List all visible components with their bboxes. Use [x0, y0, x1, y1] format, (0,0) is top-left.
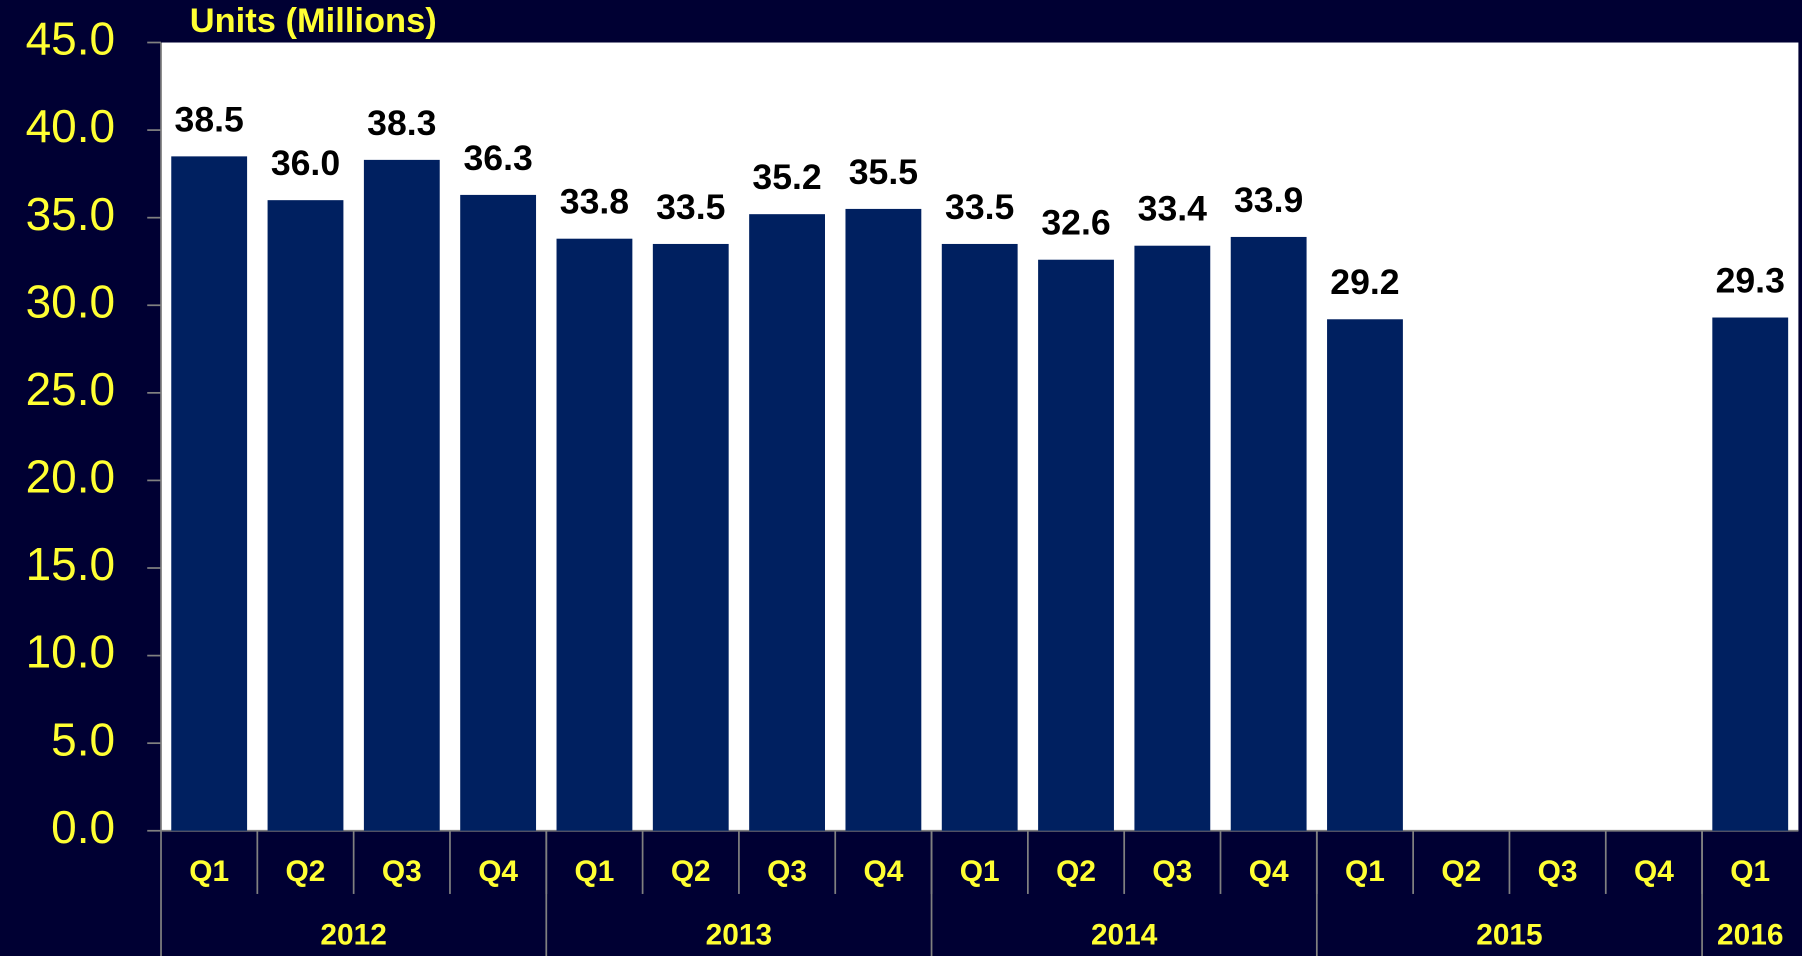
- x-tick-label: Q2: [1056, 855, 1096, 888]
- data-label: 36.0: [271, 143, 340, 183]
- data-label: 35.5: [849, 152, 918, 192]
- x-tick-label: Q2: [1441, 855, 1481, 888]
- y-tick-label: 40.0: [26, 100, 115, 152]
- x-tick-label: Q2: [671, 855, 711, 888]
- bar: [556, 238, 633, 831]
- x-tick-label: Q1: [1345, 855, 1385, 888]
- data-label: 35.2: [752, 157, 821, 197]
- x-tick-label: Q3: [767, 855, 807, 888]
- y-tick-label: 35.0: [26, 188, 115, 240]
- x-tick-label: Q4: [863, 855, 903, 888]
- x-tick-label: Q2: [286, 855, 326, 888]
- data-label: 33.5: [656, 187, 725, 227]
- bar: [1230, 236, 1307, 831]
- x-tick-label: Q1: [1730, 855, 1770, 888]
- bar: [267, 200, 344, 831]
- y-tick-label: 5.0: [51, 713, 115, 765]
- x-tick-label: Q1: [189, 855, 229, 888]
- x-tick-label: Q1: [575, 855, 615, 888]
- y-tick-label: 30.0: [26, 275, 115, 327]
- y-tick-label: 45.0: [26, 13, 115, 65]
- data-label: 33.4: [1138, 189, 1208, 229]
- bar: [1038, 259, 1114, 831]
- x-group-label: 2016: [1717, 918, 1783, 951]
- data-label: 38.3: [367, 103, 436, 143]
- x-group-label: 2013: [706, 918, 772, 951]
- x-tick-label: Q3: [1152, 855, 1192, 888]
- y-tick-label: 0.0: [51, 801, 115, 853]
- x-tick-label: Q3: [382, 855, 422, 888]
- bar: [171, 156, 248, 831]
- bar: [1327, 319, 1403, 831]
- bar: [749, 214, 825, 831]
- data-label: 36.3: [463, 138, 532, 178]
- x-group-label: 2015: [1476, 918, 1542, 951]
- data-label: 29.3: [1716, 260, 1785, 300]
- y-tick-label: 15.0: [26, 538, 115, 590]
- data-label: 29.2: [1330, 262, 1399, 302]
- bar: [363, 159, 440, 831]
- data-label: 33.8: [560, 182, 629, 222]
- data-label: 38.5: [175, 99, 244, 139]
- y-tick-label: 20.0: [26, 451, 115, 503]
- y-tick-label: 25.0: [26, 363, 115, 415]
- data-label: 33.5: [945, 187, 1014, 227]
- x-tick-label: Q4: [1634, 855, 1674, 888]
- bar: [1712, 317, 1789, 831]
- axis-label: Units (Millions): [190, 2, 437, 40]
- x-tick-label: Q3: [1538, 855, 1578, 888]
- data-label: 33.9: [1234, 180, 1303, 220]
- bar: [652, 243, 729, 831]
- bar: [460, 194, 537, 831]
- bar: [941, 243, 1018, 831]
- data-label: 32.6: [1041, 203, 1110, 243]
- x-group-label: 2012: [320, 918, 386, 951]
- x-tick-label: Q4: [1249, 855, 1289, 888]
- bar: [845, 208, 922, 831]
- x-tick-label: Q4: [478, 855, 518, 888]
- x-group-label: 2014: [1091, 918, 1158, 951]
- bar: [1134, 245, 1211, 831]
- y-tick-label: 10.0: [26, 626, 115, 678]
- x-tick-label: Q1: [960, 855, 1000, 888]
